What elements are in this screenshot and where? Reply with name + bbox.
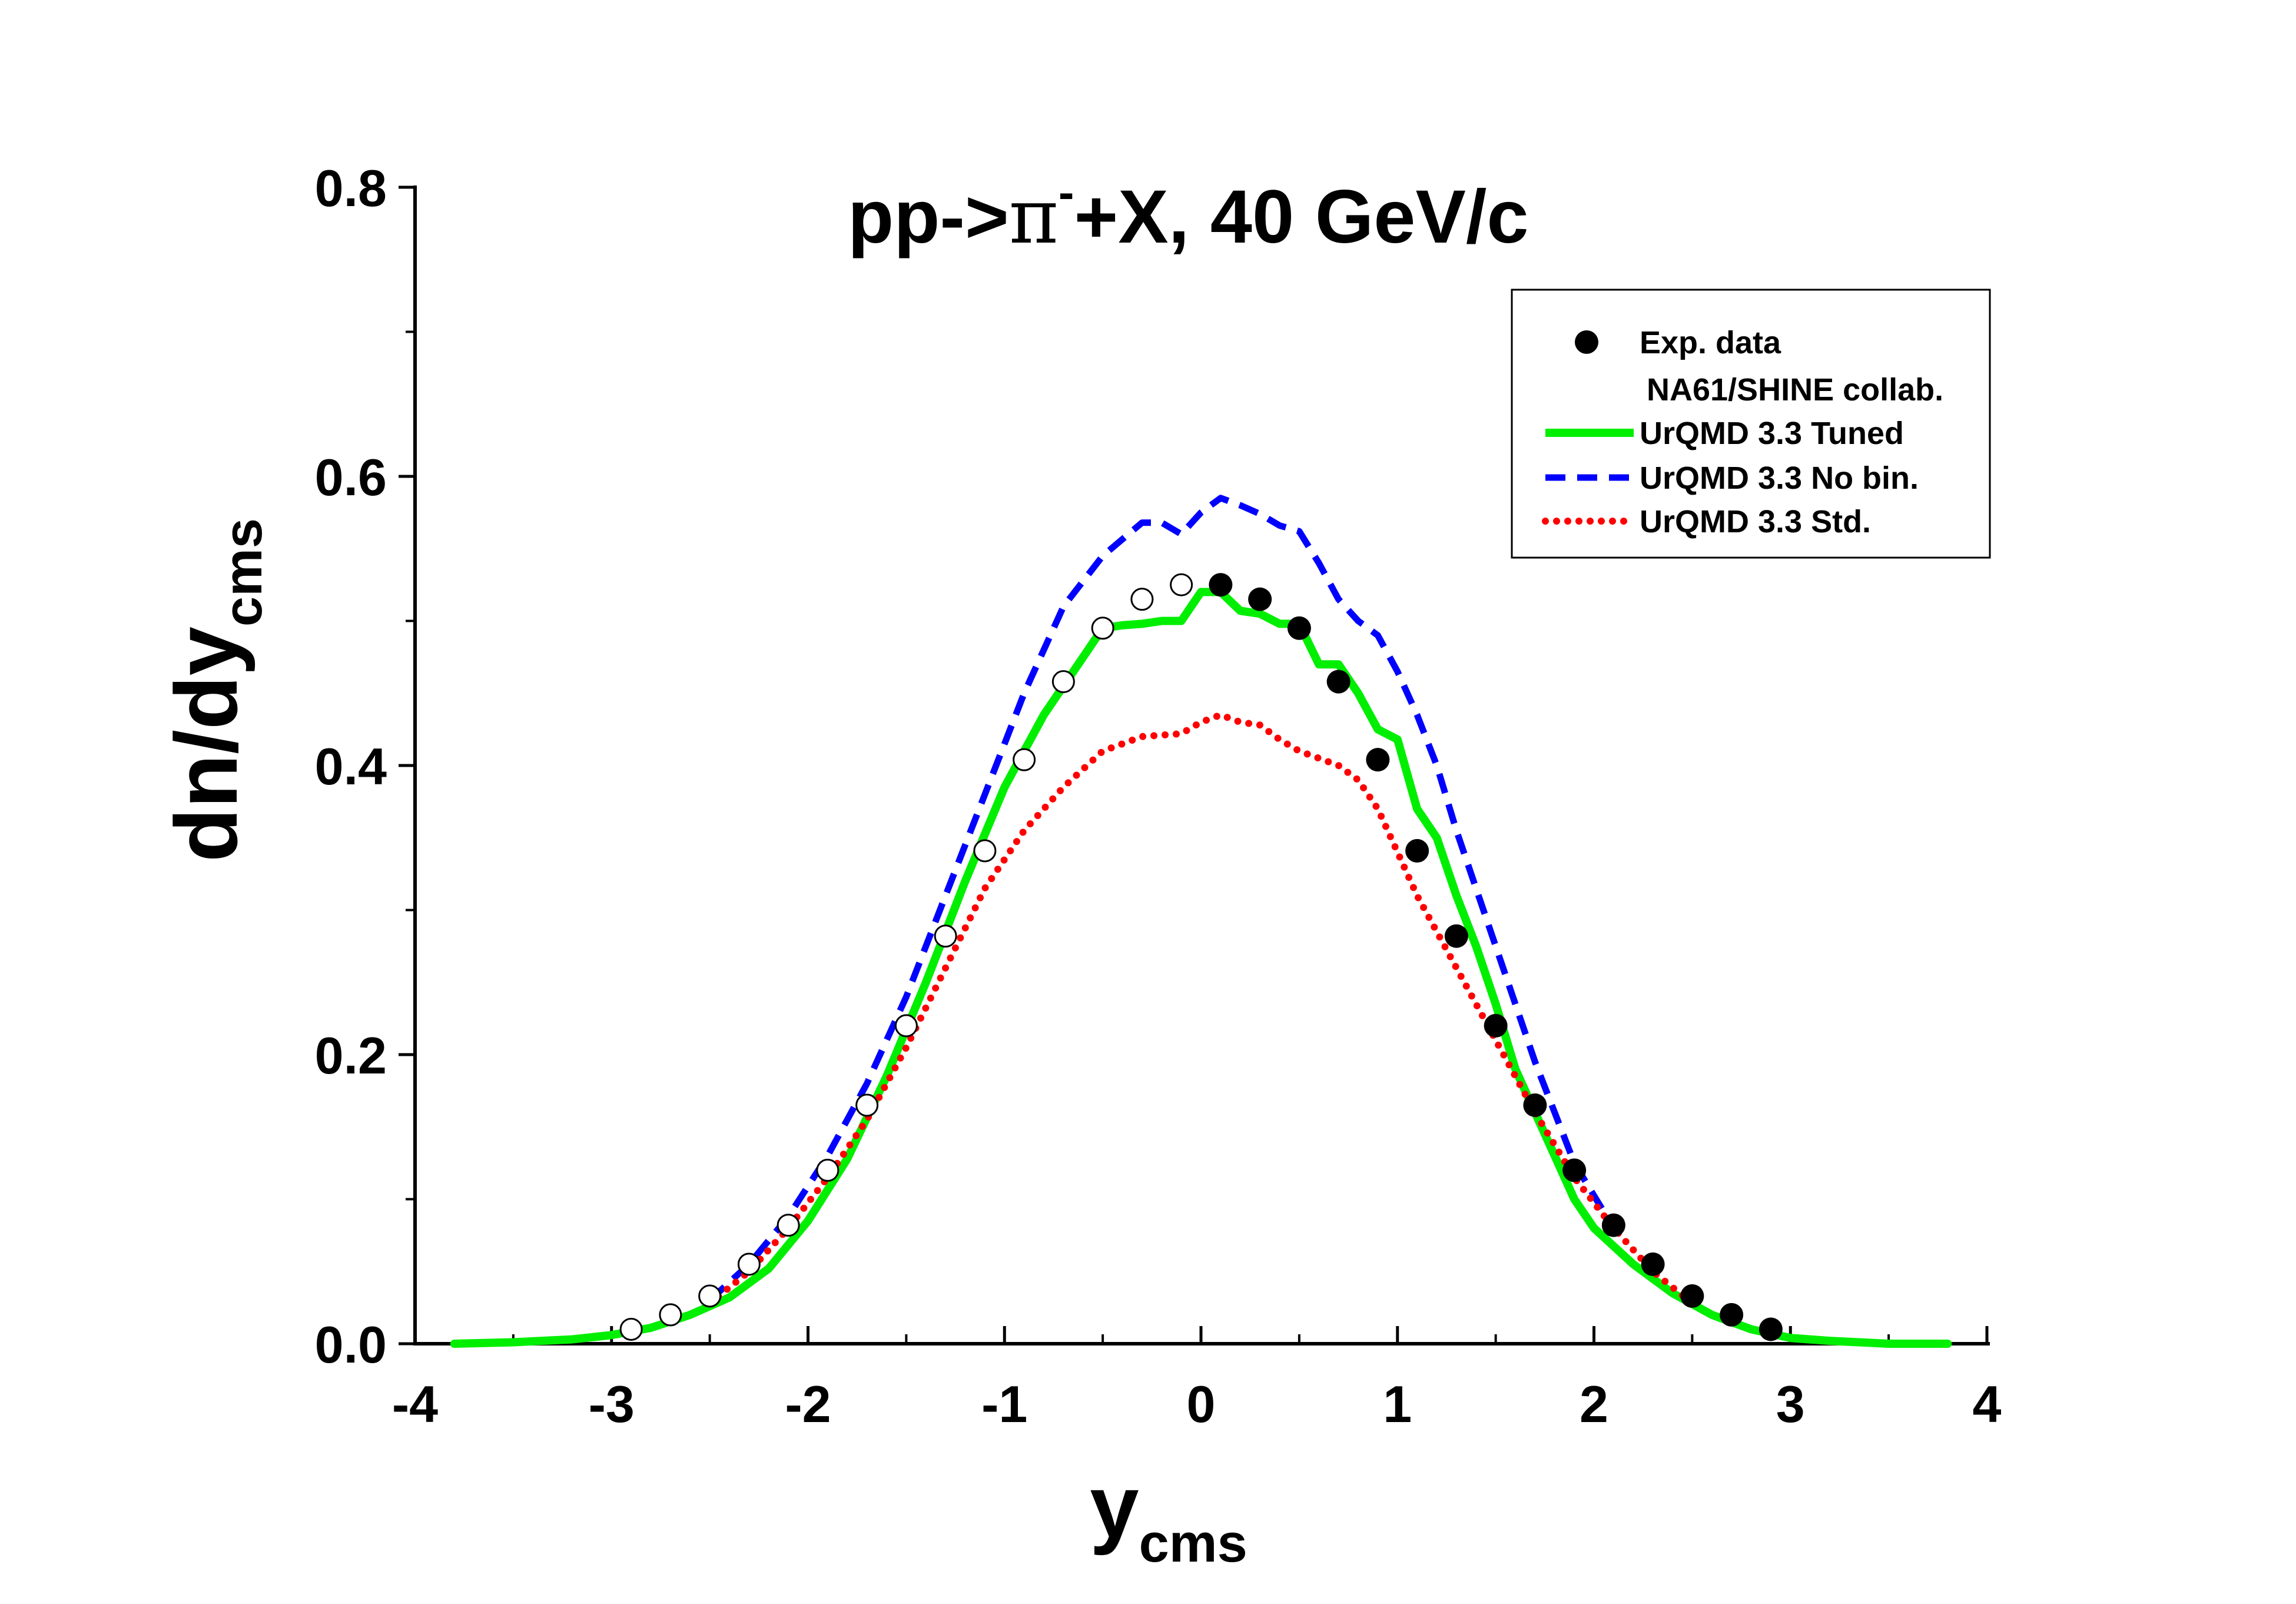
data-point-measured <box>1759 1317 1783 1341</box>
x-tick-label: 4 <box>1973 1375 2002 1433</box>
data-point-measured <box>1444 924 1468 948</box>
legend-symbol-exp-data <box>1575 330 1598 354</box>
data-point-reflected <box>1013 748 1036 771</box>
data-point-measured <box>1680 1284 1704 1308</box>
data-point-measured <box>1641 1252 1665 1276</box>
data-point-reflected <box>777 1214 800 1237</box>
x-tick-label: 1 <box>1383 1375 1412 1433</box>
x-tick-label: 0 <box>1187 1375 1216 1433</box>
data-point-reflected <box>1091 617 1114 640</box>
data-point-measured <box>1248 587 1272 611</box>
y-axis-title-main: dn/dy <box>157 627 256 862</box>
y-axis-title: dn/dycms <box>157 518 273 862</box>
data-point-reflected <box>973 839 997 863</box>
y-tick-label: 0.0 <box>315 1315 387 1374</box>
data-point-reflected <box>816 1158 840 1182</box>
x-axis-title-main: y <box>1090 1457 1139 1556</box>
data-point-reflected <box>855 1093 879 1117</box>
data-point-measured <box>1720 1303 1744 1327</box>
data-point-measured <box>1326 670 1351 694</box>
title-prefix: pp-> <box>848 175 1009 259</box>
title-pi: π <box>1009 173 1059 261</box>
data-point-measured <box>1562 1158 1587 1182</box>
chart-title: pp->π-+X, 40 GeV/c <box>848 166 1529 261</box>
tick-labels: -4 -3 -2 -1 0 1 2 3 4 0.0 0.2 0.4 0.6 0.8 <box>315 159 2002 1433</box>
ticks <box>399 185 1989 1345</box>
x-tick-label: 2 <box>1580 1375 1608 1433</box>
data-point-measured <box>1287 616 1311 640</box>
legend-label-tuned: UrQMD 3.3 Tuned <box>1640 416 1904 451</box>
data-point-reflected <box>737 1252 761 1276</box>
series-urqmd-3-3-tuned <box>450 588 1952 1348</box>
legend-label-exp-data: Exp. data <box>1640 325 1781 360</box>
series-urqmd-3-3-no-bin <box>707 495 1617 1303</box>
y-tick-label: 0.4 <box>315 737 387 796</box>
data-point-reflected <box>1170 573 1193 596</box>
x-tick-label: -1 <box>981 1375 1027 1433</box>
data-point-measured <box>1366 748 1390 772</box>
legend: Exp. data NA61/SHINE collab. UrQMD 3.3 T… <box>1511 289 1991 559</box>
title-superscript: - <box>1059 166 1074 218</box>
y-tick-label: 0.8 <box>315 159 387 217</box>
data-point-reflected <box>659 1303 682 1327</box>
series-layer <box>450 495 1952 1348</box>
data-point-reflected <box>934 924 957 948</box>
series-urqmd-3-3-std <box>706 711 1696 1307</box>
data-point-reflected <box>698 1284 722 1308</box>
y-axis-title-sub: cms <box>213 518 273 627</box>
legend-label-std: UrQMD 3.3 Std. <box>1640 504 1871 539</box>
x-tick-label: -4 <box>392 1375 438 1433</box>
data-point-measured <box>1601 1213 1625 1237</box>
data-point-reflected <box>619 1317 643 1341</box>
data-point-measured <box>1405 839 1429 863</box>
x-axis-title-sub: cms <box>1139 1513 1247 1573</box>
points-layer <box>619 573 1783 1341</box>
data-point-measured <box>1209 573 1233 597</box>
x-axis-title: ycms <box>1090 1457 1247 1573</box>
data-point-measured <box>1484 1013 1508 1038</box>
title-suffix: +X, 40 GeV/c <box>1074 175 1529 259</box>
legend-label-collab: NA61/SHINE collab. <box>1647 372 1943 407</box>
x-tick-label: 3 <box>1776 1375 1805 1433</box>
data-point-reflected <box>894 1014 918 1038</box>
y-tick-label: 0.6 <box>315 448 387 506</box>
x-tick-label: -2 <box>785 1375 831 1433</box>
data-point-reflected <box>1130 588 1154 611</box>
data-point-reflected <box>1051 670 1075 694</box>
y-tick-label: 0.2 <box>315 1026 387 1085</box>
data-point-measured <box>1523 1093 1547 1117</box>
legend-label-nobin: UrQMD 3.3 No bin. <box>1640 460 1919 496</box>
x-tick-label: -3 <box>589 1375 635 1433</box>
